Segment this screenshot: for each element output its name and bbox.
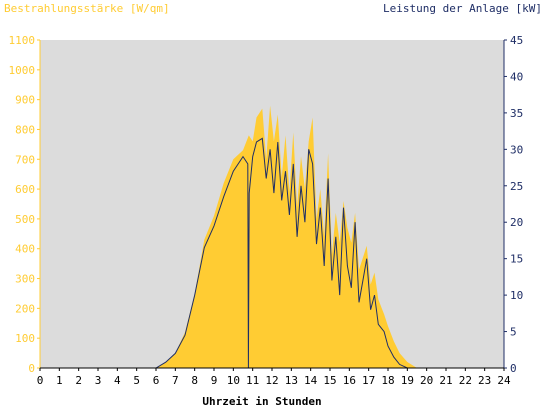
left-tick-label: 600 (15, 183, 35, 196)
x-tick-label: 24 (497, 374, 511, 387)
left-tick-label: 300 (15, 273, 35, 286)
x-tick-label: 11 (246, 374, 259, 387)
x-tick-label: 8 (191, 374, 198, 387)
power-line (40, 137, 504, 369)
x-tick-label: 10 (227, 374, 240, 387)
left-tick-label: 900 (15, 94, 35, 107)
left-tick-label: 200 (15, 302, 35, 315)
x-tick-label: 22 (459, 374, 472, 387)
x-tick-label: 4 (114, 374, 121, 387)
right-tick-label: 45 (510, 34, 523, 47)
axes: 0100200300400500600700800900100011000510… (9, 34, 524, 387)
left-tick-label: 100 (15, 332, 35, 345)
right-tick-label: 10 (510, 289, 523, 302)
x-tick-label: 5 (133, 374, 140, 387)
x-tick-label: 23 (478, 374, 491, 387)
right-tick-label: 25 (510, 180, 523, 193)
right-tick-label: 20 (510, 216, 523, 229)
x-tick-label: 21 (439, 374, 452, 387)
x-tick-label: 9 (211, 374, 218, 387)
x-tick-label: 0 (37, 374, 44, 387)
x-tick-label: 6 (153, 374, 160, 387)
right-tick-label: 35 (510, 107, 523, 120)
right-tick-label: 0 (510, 362, 517, 375)
x-tick-label: 2 (75, 374, 82, 387)
left-tick-label: 400 (15, 243, 35, 256)
left-tick-label: 800 (15, 123, 35, 136)
x-tick-label: 19 (401, 374, 414, 387)
series-layer (40, 105, 504, 369)
right-tick-label: 5 (510, 326, 517, 339)
left-tick-label: 700 (15, 153, 35, 166)
irradiance-area (40, 105, 504, 368)
right-tick-label: 40 (510, 70, 523, 83)
right-tick-label: 15 (510, 253, 523, 266)
left-tick-label: 0 (28, 362, 35, 375)
x-tick-label: 17 (362, 374, 375, 387)
x-axis-title: Uhrzeit in Stunden (202, 395, 321, 408)
x-tick-label: 15 (323, 374, 336, 387)
right-tick-label: 30 (510, 143, 523, 156)
left-tick-label: 500 (15, 213, 35, 226)
x-tick-label: 7 (172, 374, 179, 387)
x-tick-label: 1 (56, 374, 63, 387)
x-tick-label: 18 (381, 374, 394, 387)
left-axis-title: Bestrahlungsstärke [W/qm] (4, 2, 170, 15)
x-tick-label: 14 (304, 374, 318, 387)
left-tick-label: 1000 (9, 64, 36, 77)
x-tick-label: 20 (420, 374, 433, 387)
x-tick-label: 3 (95, 374, 102, 387)
right-axis-title: Leistung der Anlage [kW] (383, 2, 542, 15)
x-tick-label: 13 (285, 374, 298, 387)
x-tick-label: 16 (343, 374, 356, 387)
left-tick-label: 1100 (9, 34, 36, 47)
x-tick-label: 12 (265, 374, 278, 387)
